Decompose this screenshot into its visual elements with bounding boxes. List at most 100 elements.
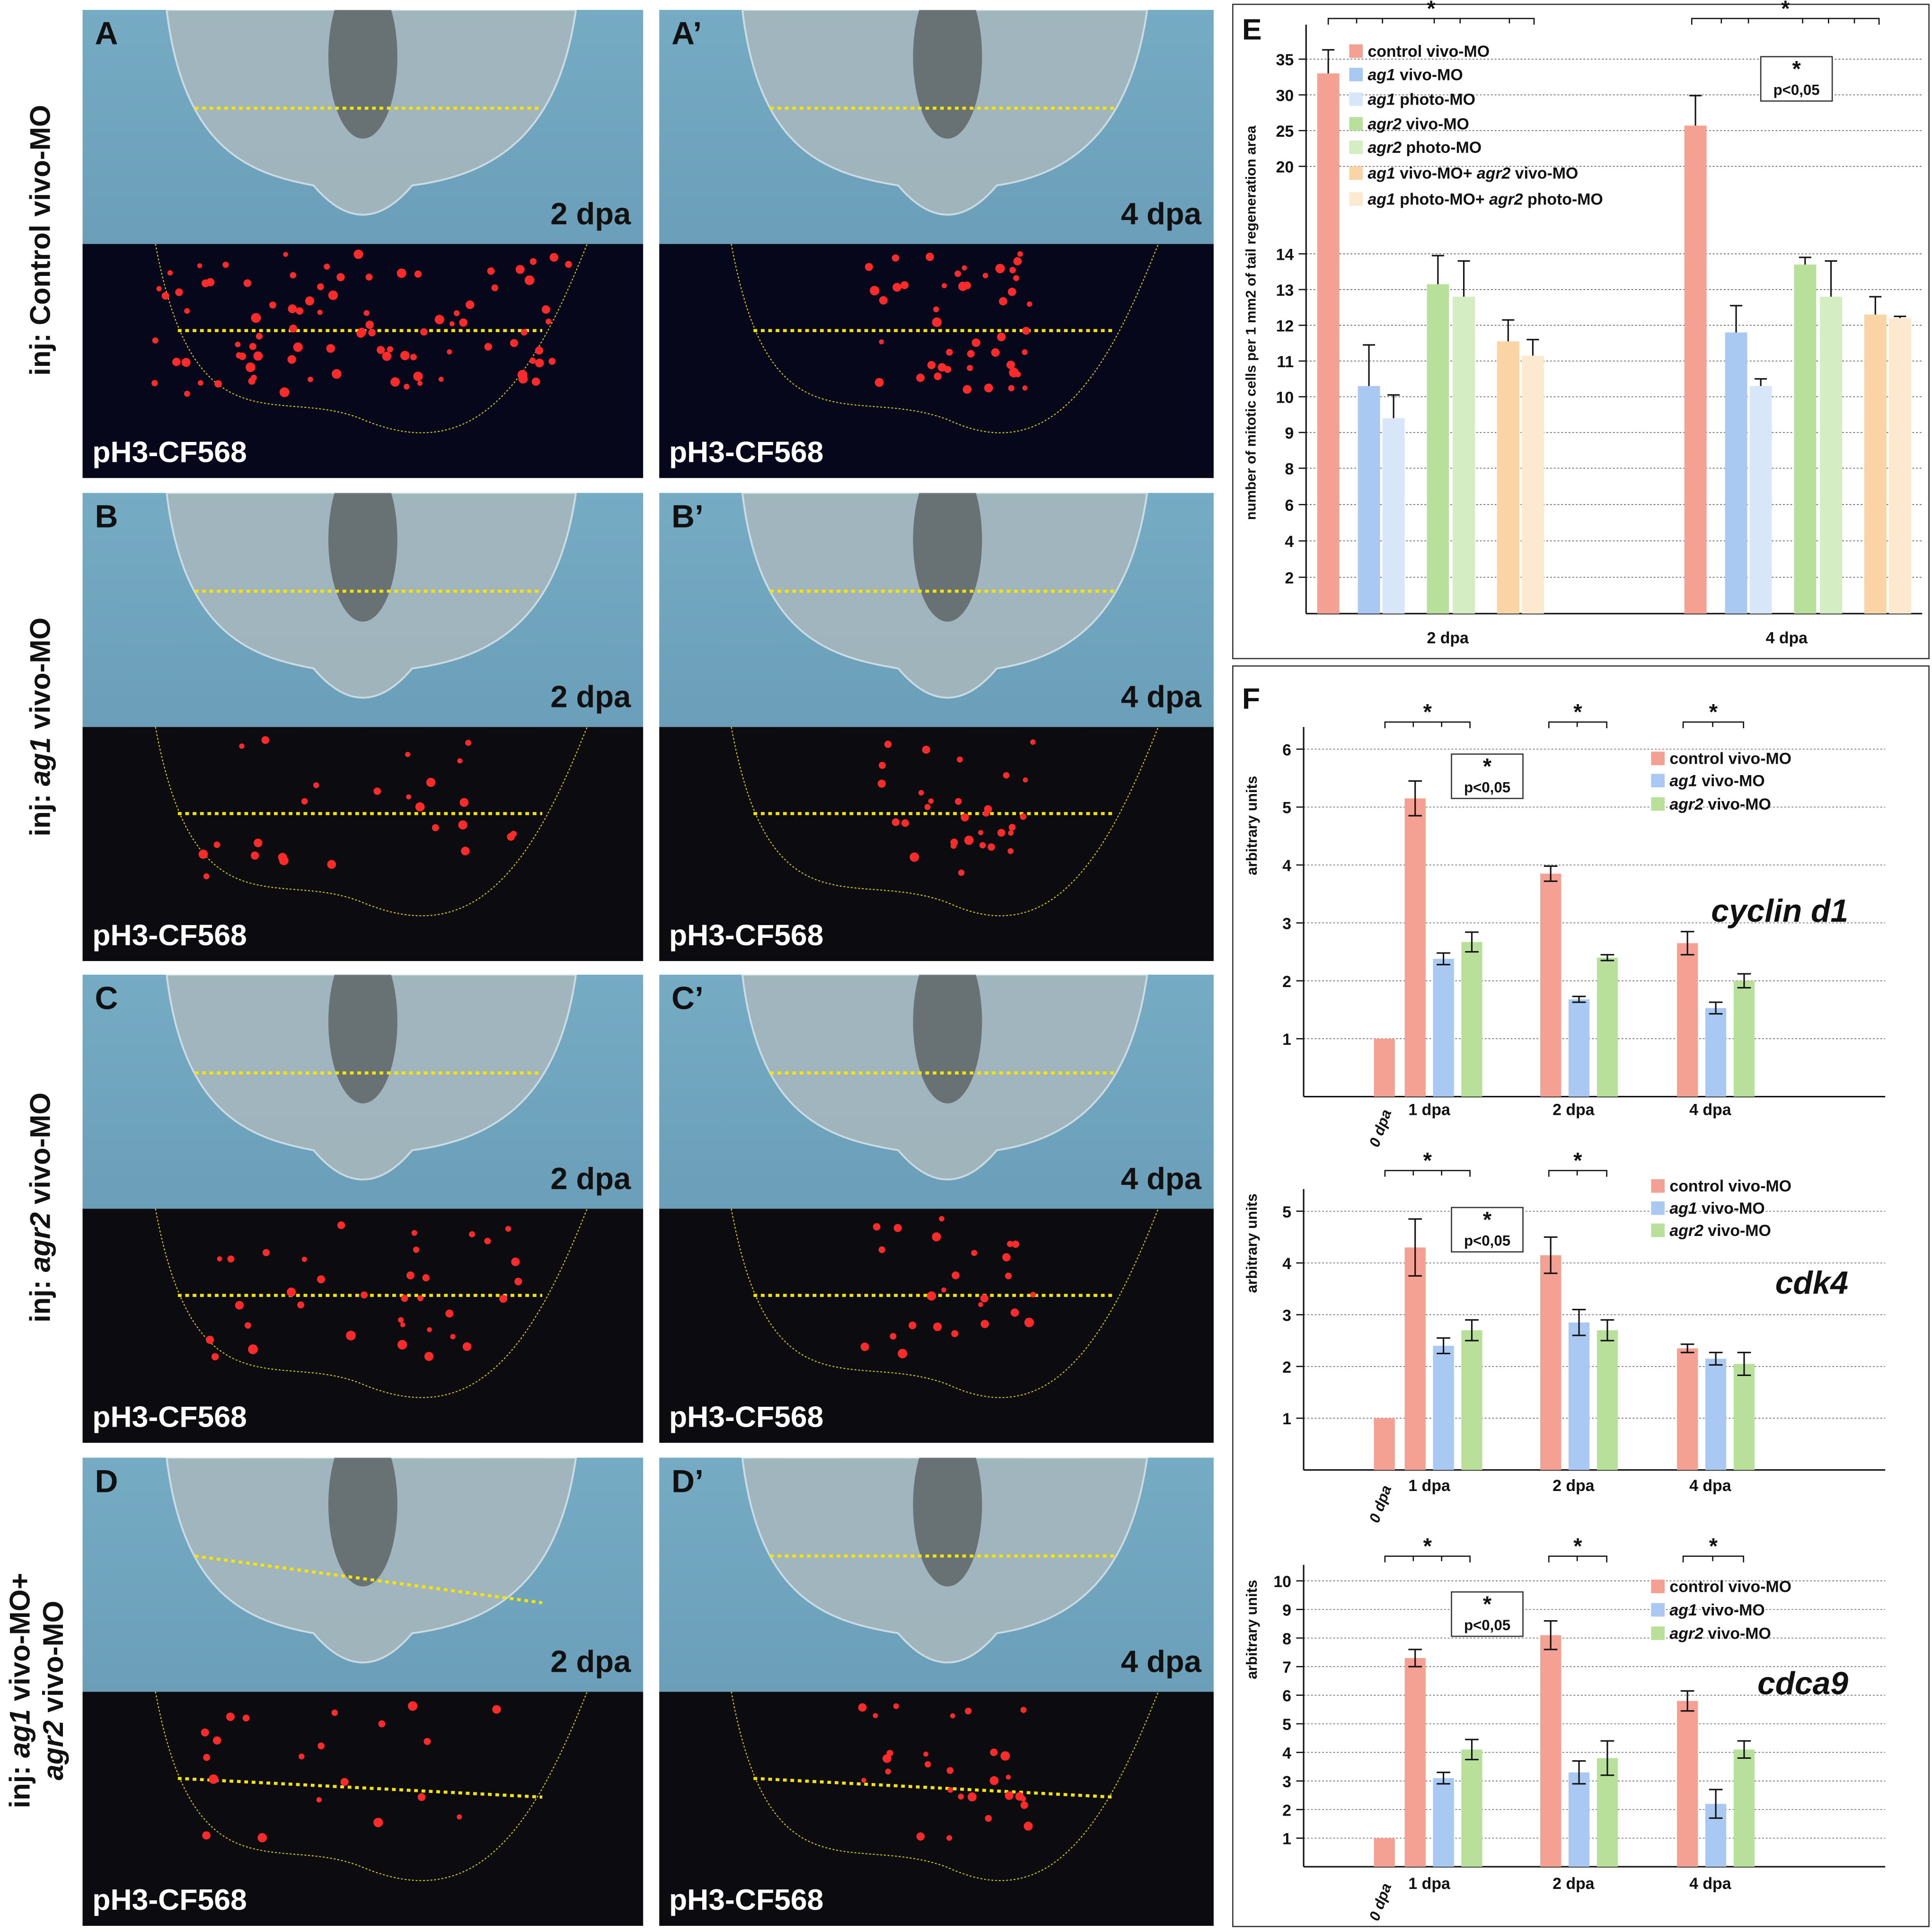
significance-bracket <box>1384 1555 1471 1562</box>
mitotic-cell-dot <box>317 1275 326 1284</box>
p-value-text: p<0,05 <box>1464 779 1510 795</box>
mitotic-cell-dot <box>257 1833 267 1843</box>
mitotic-cell-dot <box>893 1703 899 1709</box>
fluorescence-image <box>82 1692 644 1926</box>
mitotic-cell-dot <box>1022 326 1030 335</box>
mitotic-cell-dot <box>417 1295 423 1302</box>
mitotic-cell-dot <box>878 1246 885 1253</box>
mitotic-cell-dot <box>202 1831 211 1840</box>
mitotic-cell-dot <box>318 1742 325 1749</box>
stain-label: pH3-CF568 <box>669 1401 824 1435</box>
micrograph-drawing <box>151 9 588 433</box>
bar-ag1-photo-mo <box>1382 418 1405 614</box>
time-label: 2 dpa <box>550 1645 631 1680</box>
bar-ag1-photo-mo-agr2-photo-mo <box>1521 355 1544 614</box>
mitotic-cell-dot <box>203 1754 211 1761</box>
bar-control-vivo-mo <box>1540 1635 1561 1867</box>
mitotic-cell-dot <box>511 1257 520 1266</box>
mitotic-cell-dot <box>524 275 535 285</box>
mitotic-cell-dot <box>404 383 410 390</box>
mitotic-cell-dot <box>517 370 528 380</box>
mitotic-cell-dot <box>891 818 900 826</box>
mitotic-cell-dot <box>346 1331 356 1341</box>
significance-star: * <box>1427 0 1436 21</box>
mitotic-cell-dot <box>879 339 884 344</box>
mitotic-cell-dot <box>988 843 995 851</box>
bar-control-vivo-mo <box>1404 1658 1426 1867</box>
p-value-box <box>1451 753 1524 799</box>
mitotic-cell-dot <box>510 339 518 347</box>
mitotic-cell-dot <box>877 779 886 788</box>
mitotic-cell-dot <box>947 1787 953 1793</box>
significance-star: * <box>1483 754 1492 778</box>
mitotic-cell-dot <box>290 272 296 279</box>
bar-ag1-vivo-mo <box>1433 1778 1454 1867</box>
bar-control-vivo-mo <box>1540 1255 1561 1470</box>
mitotic-cell-dot <box>979 842 986 849</box>
y-axis-label: number of mitotic cells per 1 mm2 of tai… <box>1243 125 1259 520</box>
legend-swatch <box>1349 166 1363 180</box>
mitotic-cell-dot <box>1007 848 1014 854</box>
mitotic-cell-dot <box>413 1246 420 1253</box>
mitotic-cell-dot <box>401 1295 408 1302</box>
bar-control-vivo-mo <box>1677 943 1698 1097</box>
mitotic-cell-dot <box>954 270 962 277</box>
x-tick-label: 4 dpa <box>1689 1875 1732 1893</box>
panel-letter: D’ <box>671 1462 704 1500</box>
tissue-outline <box>731 1691 1159 1881</box>
mitotic-cell-dot <box>213 841 221 848</box>
mitotic-cell-dot <box>423 1738 431 1745</box>
panel-f-frame <box>1232 665 1930 1927</box>
mitotic-cell-dot <box>893 1224 902 1232</box>
mitotic-cell-dot <box>1023 777 1028 783</box>
legend-label: control vivo-MO <box>1367 43 1490 61</box>
bar-agr2-vivo-mo <box>1733 1364 1755 1470</box>
mitotic-cell-dot <box>415 802 425 812</box>
p-value-box <box>1451 1591 1524 1637</box>
bar-control-0dpa <box>1374 1838 1395 1867</box>
mitotic-cell-dot <box>942 283 947 289</box>
mitotic-cell-dot <box>337 1221 345 1229</box>
y-tick-label: 3 <box>1282 1773 1291 1791</box>
mitotic-cell-dot <box>984 383 993 393</box>
x-tick-label: 0 dpa <box>1366 1483 1395 1525</box>
mitotic-cell-dot <box>327 860 336 869</box>
micrograph-drawing <box>155 974 588 1398</box>
bar-agr2-vivo-mo <box>1597 1330 1618 1470</box>
mitotic-cell-dot <box>958 869 965 876</box>
mitotic-cell-dot <box>873 1223 881 1231</box>
significance-star: * <box>1423 1534 1432 1559</box>
mitotic-cell-dot <box>946 349 953 356</box>
mitotic-cell-dot <box>957 756 963 763</box>
mitotic-cell-dot <box>445 1309 454 1318</box>
micrograph-drawing <box>731 9 1159 433</box>
mitotic-cell-dot <box>1008 830 1014 836</box>
legend-label: ag1 photo-MO+ agr2 photo-MO <box>1367 190 1603 208</box>
fluorescence-image <box>659 1692 1214 1926</box>
mitotic-cell-dot <box>434 315 444 325</box>
mitotic-cell-dot <box>939 1216 944 1222</box>
panel-letter: C <box>95 979 118 1017</box>
mitotic-cell-dot <box>198 849 208 859</box>
mitotic-cell-dot <box>462 1342 472 1351</box>
mitotic-cell-dot <box>317 309 323 315</box>
mitotic-cell-dot <box>492 1705 501 1714</box>
mitotic-cell-dot <box>197 380 203 386</box>
y-tick-label: 4 <box>1282 1255 1291 1273</box>
mitotic-cell-dot <box>413 371 423 381</box>
mitotic-cell-dot <box>246 362 256 372</box>
y-tick-label: 9 <box>1282 1601 1291 1619</box>
mitotic-cell-dot <box>900 281 909 290</box>
mitotic-cell-dot <box>197 263 203 268</box>
legend-label: agr2 vivo-MO <box>1669 795 1771 813</box>
mitotic-cell-dot <box>909 1321 917 1330</box>
mitotic-cell-dot <box>529 357 536 364</box>
y-tick-label: 2 <box>1285 569 1294 587</box>
mitotic-cell-dot <box>879 761 886 769</box>
mitotic-cell-dot <box>427 1327 432 1332</box>
legend-swatch <box>1651 751 1665 766</box>
fluorescence-image <box>82 1209 644 1443</box>
bar-control-vivo-mo <box>1684 125 1707 614</box>
mitotic-cell-dot <box>925 1761 931 1768</box>
